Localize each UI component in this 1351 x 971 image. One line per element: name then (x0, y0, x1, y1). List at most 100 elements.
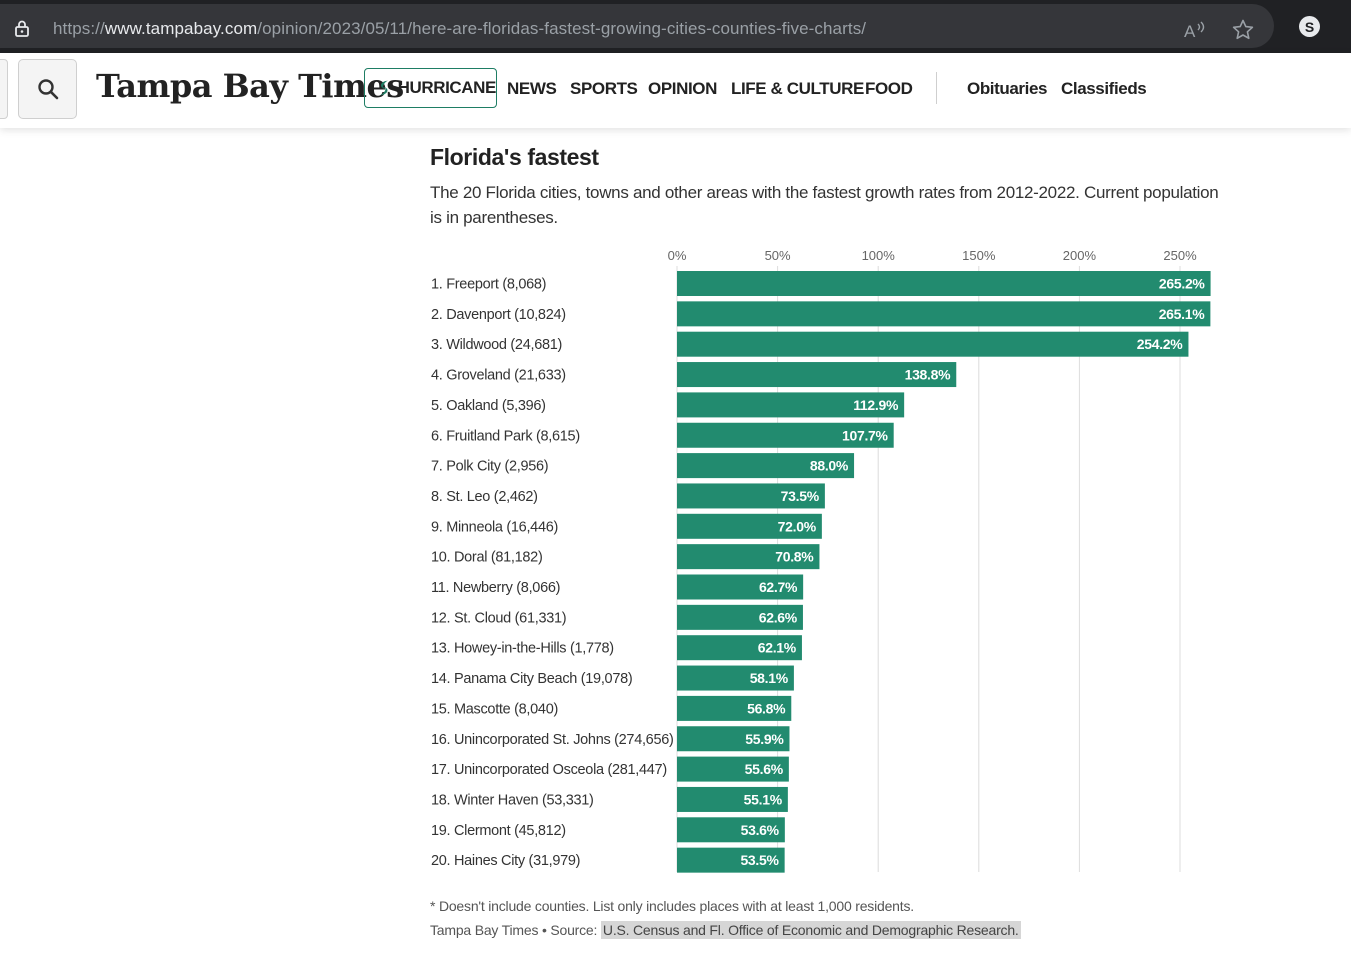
category-label: 18. Winter Haven (53,331) (431, 792, 594, 808)
category-label: 2. Davenport (10,824) (431, 307, 566, 323)
bar (677, 301, 1211, 327)
category-label: 6. Fruitland Park (8,615) (431, 428, 580, 444)
value-label: 265.2% (1159, 276, 1206, 292)
lock-icon[interactable] (12, 18, 32, 38)
bar (677, 271, 1211, 296)
search-icon (37, 79, 58, 100)
chart-note: * Doesn't include counties. List only in… (430, 898, 914, 914)
value-label: 62.7% (759, 579, 798, 595)
value-label: 138.8% (905, 367, 952, 383)
nav-life-culture[interactable]: LIFE & CULTURE (731, 79, 864, 98)
bar (677, 756, 789, 782)
category-label: 9. Minneola (16,446) (431, 519, 558, 535)
category-label: 8. St. Leo (2,462) (431, 489, 538, 505)
nav-news[interactable]: NEWS (507, 79, 557, 98)
category-label: 5. Oakland (5,396) (431, 398, 546, 414)
address-bar[interactable]: https://www.tampabay.com/opinion/2023/05… (0, 4, 1274, 48)
bar (677, 392, 905, 418)
value-label: 112.9% (853, 397, 899, 413)
bar (677, 817, 785, 843)
nav-obituaries[interactable]: Obituaries (967, 79, 1048, 98)
value-label: 73.5% (781, 488, 820, 504)
bar (677, 726, 790, 752)
value-label: 53.5% (740, 852, 779, 868)
category-label: 1. Freeport (8,068) (431, 277, 546, 293)
category-label: 10. Doral (81,182) (431, 550, 542, 566)
value-label: 70.8% (775, 549, 814, 565)
search-button[interactable] (18, 59, 77, 119)
site-logo[interactable]: Tampa Bay Times (96, 67, 404, 105)
credit-source: U.S. Census and Fl. Office of Economic a… (600, 921, 1021, 939)
x-tick-label: 50% (765, 248, 791, 263)
bar (677, 513, 822, 539)
value-label: 55.1% (744, 791, 783, 807)
x-tick-label: 150% (962, 248, 996, 263)
value-label: 254.2% (1137, 336, 1184, 352)
profile-icon[interactable]: S (1299, 16, 1320, 37)
x-tick-label: 0% (668, 248, 687, 263)
bar (677, 604, 803, 630)
hurricane-icon (379, 80, 388, 96)
nav-opinion[interactable]: OPINION (648, 79, 717, 98)
value-label: 62.1% (758, 640, 797, 656)
url-text[interactable]: https://www.tampabay.com/opinion/2023/05… (53, 19, 866, 39)
category-label: 7. Polk City (2,956) (431, 459, 548, 475)
nav-classifieds[interactable]: Classifieds (1061, 79, 1147, 98)
bar (677, 453, 855, 479)
x-tick-label: 100% (862, 248, 896, 263)
nav-food[interactable]: FOOD (865, 79, 913, 98)
bar (677, 422, 894, 448)
category-label: 15. Mascotte (8,040) (431, 701, 558, 717)
category-label: 19. Clermont (45,812) (431, 823, 566, 839)
nav-divider (936, 72, 937, 104)
svg-text:A: A (1184, 22, 1196, 41)
browser-toolbar: https://www.tampabay.com/opinion/2023/05… (0, 0, 1351, 53)
profile-initial: S (1304, 18, 1315, 35)
bar (677, 483, 825, 509)
bar (677, 331, 1189, 357)
chart-subtitle: The 20 Florida cities, towns and other a… (430, 183, 1219, 227)
x-tick-label: 200% (1063, 248, 1097, 263)
bar-chart: 0% 50% 100% 150% 200% 250% 1. Freeport (8,068)… (431, 248, 1211, 873)
category-label: 4. Groveland (21,633) (431, 368, 566, 384)
value-label: 72.0% (778, 518, 817, 534)
read-aloud-icon[interactable]: A (1182, 18, 1206, 42)
value-label: 53.6% (741, 822, 780, 838)
bar (677, 695, 792, 721)
x-tick-label: 250% (1163, 248, 1197, 263)
favorite-star-icon[interactable] (1231, 18, 1255, 42)
category-label: 11. Newberry (8,066) (431, 580, 560, 596)
value-label: 55.6% (745, 761, 784, 777)
value-label: 55.9% (745, 731, 784, 747)
chart-title: Florida's fastest (430, 144, 599, 170)
bar (677, 574, 804, 600)
category-label: 3. Wildwood (24,681) (431, 337, 562, 353)
bar (677, 635, 802, 661)
value-label: 56.8% (747, 700, 786, 716)
menu-button[interactable] (0, 59, 8, 119)
url-host: www.tampabay.com (104, 19, 258, 38)
bar (677, 362, 957, 388)
url-path: /opinion/2023/05/11/here-are-floridas-fa… (257, 19, 867, 38)
hurricane-button[interactable]: HURRICANE (364, 68, 497, 108)
nav-sports[interactable]: SPORTS (570, 79, 638, 98)
bar (677, 544, 820, 570)
hurricane-label: HURRICANE (397, 78, 497, 97)
site-header: Tampa Bay Times HURRICANE NEWS SPORTS OP… (0, 53, 1351, 128)
url-prefix: https:// (53, 19, 105, 38)
value-label: 62.6% (759, 609, 798, 625)
category-label: 13. Howey-in-the-Hills (1,778) (431, 641, 614, 657)
value-label: 265.1% (1159, 306, 1206, 322)
category-label: 14. Panama City Beach (19,078) (431, 671, 632, 687)
category-label: 16. Unincorporated St. Johns (274,656) (431, 732, 674, 748)
category-label: 17. Unincorporated Osceola (281,447) (431, 762, 667, 778)
bar (677, 786, 788, 812)
value-label: 58.1% (750, 670, 789, 686)
chart-credit: Tampa Bay Times • Source: U.S. Census an… (430, 921, 1021, 939)
value-label: 88.0% (810, 458, 849, 474)
bar (677, 665, 794, 691)
category-label: 20. Haines City (31,979) (431, 853, 580, 869)
category-label: 12. St. Cloud (61,331) (431, 610, 566, 626)
value-label: 107.7% (842, 427, 889, 443)
bar (677, 847, 785, 873)
